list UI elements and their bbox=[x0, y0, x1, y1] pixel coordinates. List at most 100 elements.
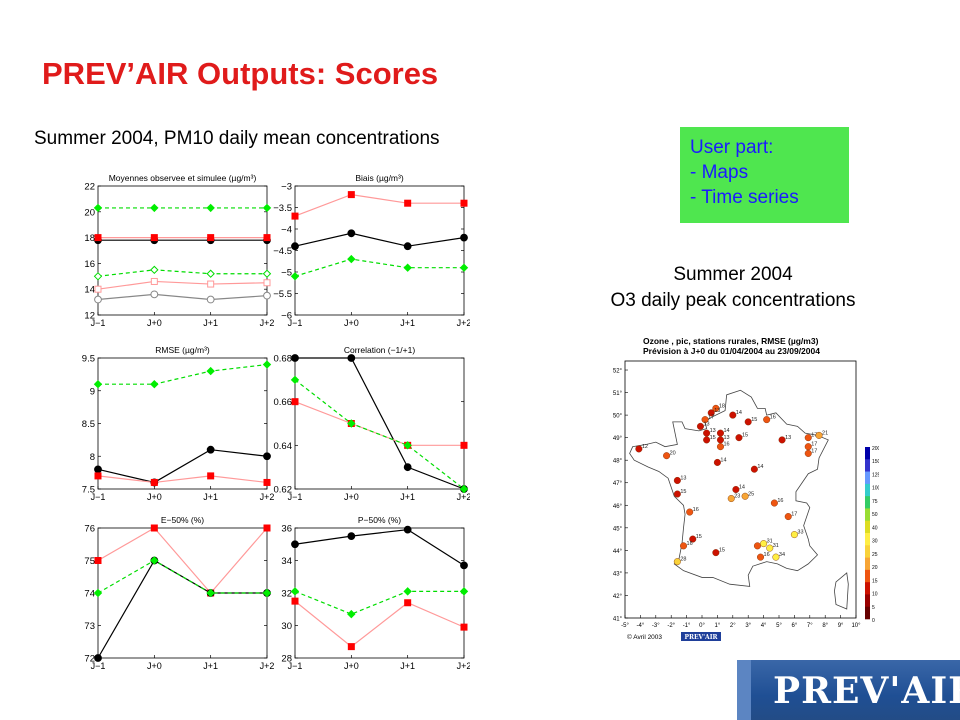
data-point-1 bbox=[94, 465, 102, 474]
y-tick-label: 30 bbox=[281, 621, 292, 632]
station-marker bbox=[716, 443, 724, 451]
data-point-0 bbox=[94, 557, 102, 564]
series-line-1 bbox=[97, 449, 268, 484]
lon-tick-label: -4° bbox=[637, 623, 645, 629]
y-tick-label: 34 bbox=[281, 556, 292, 567]
data-point-2 bbox=[291, 597, 299, 605]
colorbar-label: 30 bbox=[872, 539, 878, 545]
colorbar-label: 0 bbox=[872, 618, 875, 624]
station-value-label: 16 bbox=[723, 442, 729, 448]
data-point-2 bbox=[94, 472, 102, 480]
lat-tick-label: 41° bbox=[613, 617, 623, 623]
y-tick-label: 0.64 bbox=[274, 441, 293, 452]
station-marker bbox=[804, 434, 812, 442]
data-point-3 bbox=[93, 272, 103, 281]
lon-tick-label: 3° bbox=[745, 623, 751, 629]
x-tick-label: J+2 bbox=[457, 492, 470, 502]
map-footer-copyright: © Avril 2003 bbox=[627, 633, 662, 641]
colorbar-segment bbox=[865, 508, 870, 522]
data-point-2 bbox=[403, 263, 412, 272]
map-caption-line2: O3 daily peak concentrations bbox=[610, 290, 856, 311]
lon-tick-label: 1° bbox=[715, 623, 721, 629]
x-tick-label: J+0 bbox=[147, 661, 162, 671]
colorbar-label: 200 bbox=[872, 446, 879, 452]
data-point-0 bbox=[347, 354, 356, 362]
y-tick-label: 76 bbox=[84, 524, 95, 535]
station-value-label: 17 bbox=[811, 448, 817, 454]
x-tick-label: J+0 bbox=[344, 318, 359, 328]
station-marker bbox=[744, 418, 752, 426]
station-value-label: 17 bbox=[708, 415, 714, 421]
x-tick-label: J+2 bbox=[260, 492, 275, 502]
lat-tick-label: 42° bbox=[613, 594, 623, 600]
series-line-2 bbox=[97, 475, 268, 484]
data-point-5 bbox=[206, 295, 215, 304]
score-panel-4: E−50% (%) 72 73 74 75 76 J−1 J+0 J+1 J+2 bbox=[84, 515, 274, 671]
ozone-rmse-map: Ozone , pic, stations rurales, RMSE (µg/… bbox=[597, 335, 879, 655]
station-marker bbox=[750, 465, 758, 473]
data-point-1 bbox=[207, 234, 215, 242]
lat-tick-label: 46° bbox=[613, 504, 623, 510]
lat-tick-label: 50° bbox=[613, 414, 623, 420]
station-marker bbox=[712, 404, 720, 412]
x-tick-label: J+1 bbox=[203, 492, 218, 502]
data-point-2 bbox=[150, 556, 159, 565]
panel-title: Biais (µg/m³) bbox=[355, 173, 404, 183]
panel-frame bbox=[294, 185, 465, 316]
data-point-0 bbox=[150, 524, 158, 532]
data-point-2 bbox=[150, 478, 158, 486]
panel-frame bbox=[97, 357, 268, 490]
lon-tick-label: -3° bbox=[652, 623, 660, 629]
data-point-0 bbox=[291, 354, 299, 362]
station-value-label: 15 bbox=[719, 548, 725, 554]
data-point-3 bbox=[150, 265, 159, 275]
x-tick-label: J−1 bbox=[91, 318, 106, 328]
y-tick-label: 9 bbox=[90, 386, 95, 397]
y-tick-label: 9.5 bbox=[82, 354, 95, 365]
data-point-0 bbox=[404, 199, 412, 207]
station-value-label: 16 bbox=[770, 415, 776, 421]
data-point-3 bbox=[262, 269, 272, 278]
map-caption: Summer 2004 O3 daily peak concentrations bbox=[560, 262, 906, 314]
france-outline bbox=[629, 389, 829, 587]
series-line-0 bbox=[295, 357, 465, 490]
data-point-2 bbox=[262, 588, 272, 598]
data-point-2 bbox=[459, 263, 469, 272]
y-tick-label: 73 bbox=[84, 621, 95, 632]
series-line-0 bbox=[98, 363, 268, 385]
lon-tick-label: 5° bbox=[776, 623, 782, 629]
score-panel-0: Moyennes observee et simulee (µg/m³) 12 14… bbox=[84, 173, 274, 328]
x-tick-label: J−1 bbox=[91, 661, 106, 671]
station-value-label: 31 bbox=[773, 543, 779, 549]
station-value-label: 16 bbox=[764, 552, 770, 558]
data-point-1 bbox=[206, 445, 215, 454]
colorbar-segment bbox=[865, 606, 870, 620]
x-tick-label: J−1 bbox=[91, 492, 106, 502]
station-value-label: 16 bbox=[777, 498, 783, 504]
y-tick-label: 18 bbox=[84, 233, 95, 244]
x-tick-label: J+2 bbox=[260, 661, 275, 671]
station-marker bbox=[772, 553, 780, 561]
station-marker bbox=[815, 431, 823, 439]
y-tick-label: −3.5 bbox=[273, 203, 292, 214]
station-value-label: 13 bbox=[714, 408, 720, 414]
station-marker bbox=[673, 558, 681, 566]
lon-tick-label: -1° bbox=[683, 623, 691, 629]
colorbar-segment bbox=[865, 496, 870, 509]
colorbar-segment bbox=[865, 582, 870, 595]
station-value-label: 15 bbox=[742, 433, 748, 439]
station-marker bbox=[689, 535, 697, 543]
lon-tick-label: 10° bbox=[851, 623, 861, 629]
data-point-2 bbox=[403, 441, 412, 450]
data-point-1 bbox=[290, 587, 300, 596]
series-line-5 bbox=[97, 293, 268, 301]
lon-tick-label: -5° bbox=[621, 623, 629, 629]
station-value-label: 14 bbox=[757, 464, 763, 470]
station-marker bbox=[673, 476, 681, 484]
series-line-2 bbox=[294, 379, 465, 490]
station-value-label: 17 bbox=[811, 442, 817, 448]
x-tick-label: J+1 bbox=[203, 318, 218, 328]
data-point-1 bbox=[291, 242, 299, 251]
series-line-0 bbox=[97, 527, 268, 594]
score-panel-5: P−50% (%) 28 30 32 34 36 J−1 J+0 J+1 J+2 bbox=[281, 515, 470, 671]
